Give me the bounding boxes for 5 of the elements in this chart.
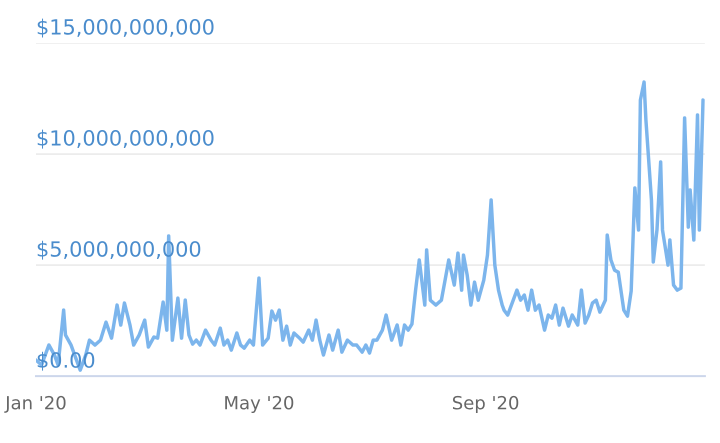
y-tick-label: $15,000,000,000: [38, 18, 214, 38]
x-tick-label: Jan '20: [4, 396, 66, 413]
y-tick-label: $10,000,000,000: [38, 130, 214, 149]
x-tick-label: Sep '20: [452, 396, 518, 414]
x-tick-label: May '20: [225, 396, 294, 414]
